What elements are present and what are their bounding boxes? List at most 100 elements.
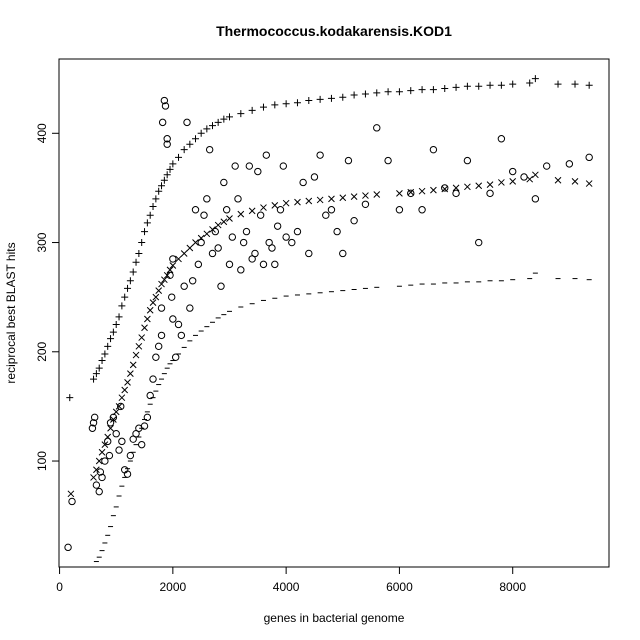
data-point-plus — [149, 202, 157, 210]
data-point-x — [328, 195, 335, 203]
data-point-circle — [203, 195, 211, 203]
data-point-circle — [279, 162, 288, 170]
data-point-circle — [166, 271, 174, 280]
data-point-circle — [282, 233, 290, 241]
x-tick-label: 2000 — [160, 580, 187, 594]
x-tick-label: 6000 — [386, 580, 413, 594]
data-point-circle — [293, 227, 302, 236]
data-point-circle — [200, 211, 208, 219]
y-tick-label: 200 — [35, 341, 49, 361]
data-point-circle — [112, 430, 120, 438]
data-point-plus — [248, 106, 256, 114]
data-point-circle — [565, 160, 574, 168]
data-point-x — [396, 190, 403, 197]
data-point-x — [135, 342, 143, 350]
data-point-circle — [585, 153, 593, 162]
data-point-circle — [509, 167, 517, 176]
data-point-plus — [225, 113, 233, 121]
data-point-x — [532, 171, 539, 179]
data-point-circle — [123, 470, 132, 478]
data-point-circle — [316, 151, 324, 159]
data-point-x — [166, 266, 174, 274]
data-point-plus — [109, 328, 117, 336]
data-point-circle — [160, 96, 169, 105]
data-point-plus — [452, 83, 460, 91]
data-point-x — [214, 221, 222, 229]
data-point-circle — [177, 331, 186, 340]
data-point-x — [339, 194, 347, 202]
data-point-x — [127, 370, 134, 377]
data-point-plus — [486, 81, 494, 89]
data-point-circle — [191, 206, 200, 214]
data-point-circle — [89, 419, 98, 427]
data-point-plus — [192, 135, 200, 143]
data-point-circle — [225, 260, 234, 269]
plot-frame — [58, 58, 610, 568]
data-points — [64, 75, 593, 563]
data-point-plus — [429, 86, 437, 94]
data-point-plus — [571, 80, 579, 88]
data-point-plus — [166, 165, 174, 173]
data-point-plus — [395, 88, 403, 96]
data-point-plus — [305, 97, 313, 105]
data-point-plus — [152, 195, 160, 203]
data-point-plus — [101, 350, 109, 358]
data-point-x — [138, 334, 146, 341]
data-point-circle — [339, 249, 347, 258]
data-point-plus — [158, 182, 166, 190]
data-point-plus — [237, 110, 245, 118]
x-tick-label: 0 — [56, 580, 63, 594]
data-point-circle — [140, 422, 149, 430]
data-point-x — [90, 474, 97, 481]
data-point-circle — [157, 304, 166, 312]
data-point-circle — [222, 206, 231, 214]
data-point-x — [452, 184, 460, 192]
data-point-x — [475, 182, 483, 190]
data-point-circle — [256, 211, 265, 219]
data-point-circle — [299, 178, 307, 187]
data-point-x — [95, 457, 103, 465]
data-point-circle — [90, 413, 99, 422]
data-point-x — [161, 276, 168, 284]
data-point-circle — [273, 222, 282, 230]
data-point-circle — [237, 266, 245, 274]
data-point-x — [98, 448, 106, 456]
data-point-x — [155, 287, 163, 294]
data-point-plus — [115, 313, 123, 321]
data-point-circle — [104, 437, 112, 446]
data-point-x — [237, 210, 245, 218]
data-point-plus — [66, 394, 74, 402]
data-point-circle — [486, 189, 494, 198]
data-point-x — [498, 179, 505, 186]
data-point-plus — [141, 228, 149, 236]
data-point-plus — [107, 335, 115, 343]
data-point-x — [146, 306, 154, 314]
data-point-circle — [171, 353, 180, 361]
data-point-circle — [361, 200, 370, 208]
data-point-x — [132, 351, 140, 359]
data-point-x — [260, 204, 267, 211]
data-point-circle — [137, 440, 146, 449]
data-point-circle — [350, 216, 358, 225]
data-point-plus — [316, 95, 324, 103]
data-point-circle — [271, 260, 279, 269]
data-point-circle — [288, 238, 296, 247]
data-point-circle — [310, 173, 319, 181]
data-point-circle — [262, 151, 271, 159]
data-point-plus — [203, 125, 211, 133]
data-point-circle — [531, 195, 540, 203]
data-point-plus — [373, 89, 381, 97]
data-point-plus — [155, 187, 163, 195]
data-point-circle — [254, 167, 262, 176]
chart-title: Thermococcus.kodakarensis.KOD1 — [216, 23, 452, 39]
data-point-circle — [259, 260, 268, 269]
data-point-plus — [132, 258, 140, 266]
data-point-x — [180, 250, 188, 257]
data-point-x — [169, 262, 177, 269]
data-point-circle — [441, 184, 449, 192]
data-point-plus — [327, 94, 335, 102]
data-point-plus — [293, 99, 301, 107]
y-axis: 100 200 300 400 — [35, 123, 59, 471]
data-point-x — [175, 255, 182, 263]
data-point-x — [362, 192, 369, 199]
